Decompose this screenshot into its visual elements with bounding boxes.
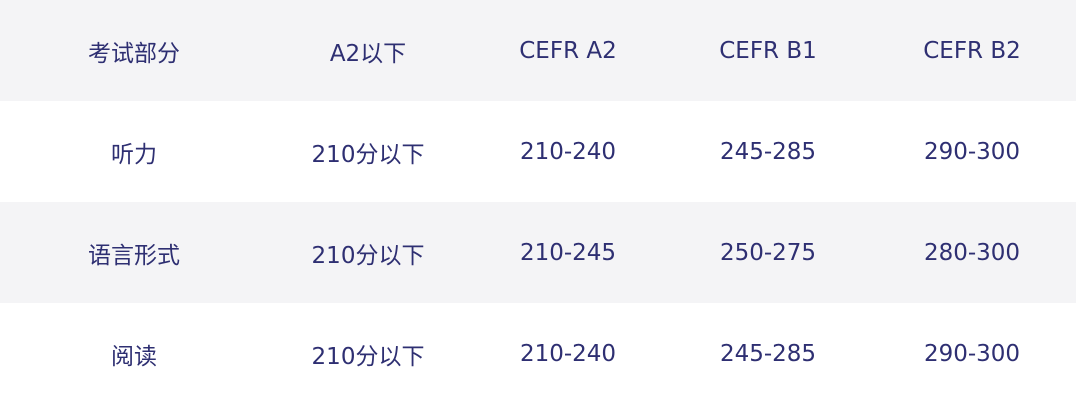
table-cell: 210-240 <box>519 138 617 165</box>
header-cell: CEFR B1 <box>668 0 868 101</box>
table-cell: 290-300 <box>923 340 1021 367</box>
table-cell: 210-245 <box>468 202 668 303</box>
table-row: 语言形式 210分以下 210-245 250-275 280-300 <box>0 202 1076 303</box>
table-cell: 245-285 <box>719 138 817 165</box>
table-cell: 阅读 <box>111 343 157 370</box>
table-cell: 210分以下 <box>268 202 468 303</box>
table-cell: 听力 <box>111 141 157 168</box>
table-cell: 245-285 <box>719 340 817 367</box>
table-cell: 250-275 <box>668 202 868 303</box>
table-row: 阅读 210分以下 210-240 245-285 290-300 <box>0 303 1076 404</box>
header-cell: CEFR B2 <box>868 0 1076 101</box>
table-cell: 语言形式 <box>0 202 268 303</box>
table-header-row: 考试部分 A2以下 CEFR A2 CEFR B1 CEFR B2 <box>0 0 1076 101</box>
table-cell: 280-300 <box>868 202 1076 303</box>
table-cell: 210-240 <box>519 340 617 367</box>
header-cell: CEFR A2 <box>468 0 668 101</box>
table-row: 听力 210分以下 210-240 245-285 290-300 <box>0 101 1076 202</box>
table-cell: 290-300 <box>923 138 1021 165</box>
header-cell: A2以下 <box>268 0 468 101</box>
table-cell: 210分以下 <box>311 343 425 370</box>
table-cell: 210分以下 <box>311 141 425 168</box>
header-cell: 考试部分 <box>0 0 268 101</box>
